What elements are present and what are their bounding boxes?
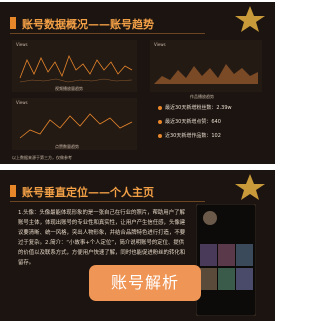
stat: 近30天新增作品数：102 — [158, 132, 221, 139]
panel — [12, 98, 137, 150]
thumbnail — [218, 244, 235, 266]
logo — [230, 4, 270, 34]
stat: 最近30天新增点赞：640 — [158, 118, 221, 125]
thumbnail — [200, 244, 217, 266]
chart-right — [150, 40, 262, 92]
panel-caption: 点赞数量趋势 — [55, 144, 79, 150]
badge[interactable]: 账号解析 — [89, 265, 201, 301]
stat: 最近30天新增粉丝数：2.39w — [158, 104, 232, 111]
panel-caption: 作品播放趋势 — [190, 94, 214, 100]
panel-label: Views — [16, 42, 28, 47]
panel — [12, 40, 137, 92]
page: {"slides": [ {"title": "账号数据概况——账号趋势", "… — [0, 0, 320, 321]
panel — [150, 40, 262, 92]
logo-star — [235, 6, 265, 32]
logo-star — [235, 174, 265, 200]
slide-title: 账号数据概况——账号趋势 — [22, 16, 154, 32]
title-accent — [10, 185, 16, 197]
footnote: 以上数据来源于第三方，仅做参考 — [12, 155, 72, 161]
thumbnail — [200, 268, 217, 290]
thumbnail — [236, 268, 253, 290]
page-body: 账号数据概况——账号趋势 Views 视频播放量趋势 Views 点赞数量趋势 … — [0, 0, 275, 321]
panel-label: Views — [16, 100, 28, 105]
panel-label: Views — [154, 42, 166, 47]
slide: 账号数据概况——账号趋势 Views 视频播放量趋势 Views 点赞数量趋势 … — [0, 2, 275, 164]
panel-caption: 视频播放量趋势 — [55, 86, 83, 92]
title-accent — [10, 17, 16, 29]
charts-left — [12, 40, 137, 150]
phone-screenshot — [196, 204, 256, 316]
title-rule — [10, 33, 205, 34]
title-rule — [10, 201, 205, 202]
avatar — [203, 211, 217, 225]
logo — [230, 172, 270, 202]
thumbnail — [218, 268, 235, 290]
thumbnail — [236, 244, 253, 266]
slide-title: 账号垂直定位——个人主页 — [22, 184, 154, 200]
